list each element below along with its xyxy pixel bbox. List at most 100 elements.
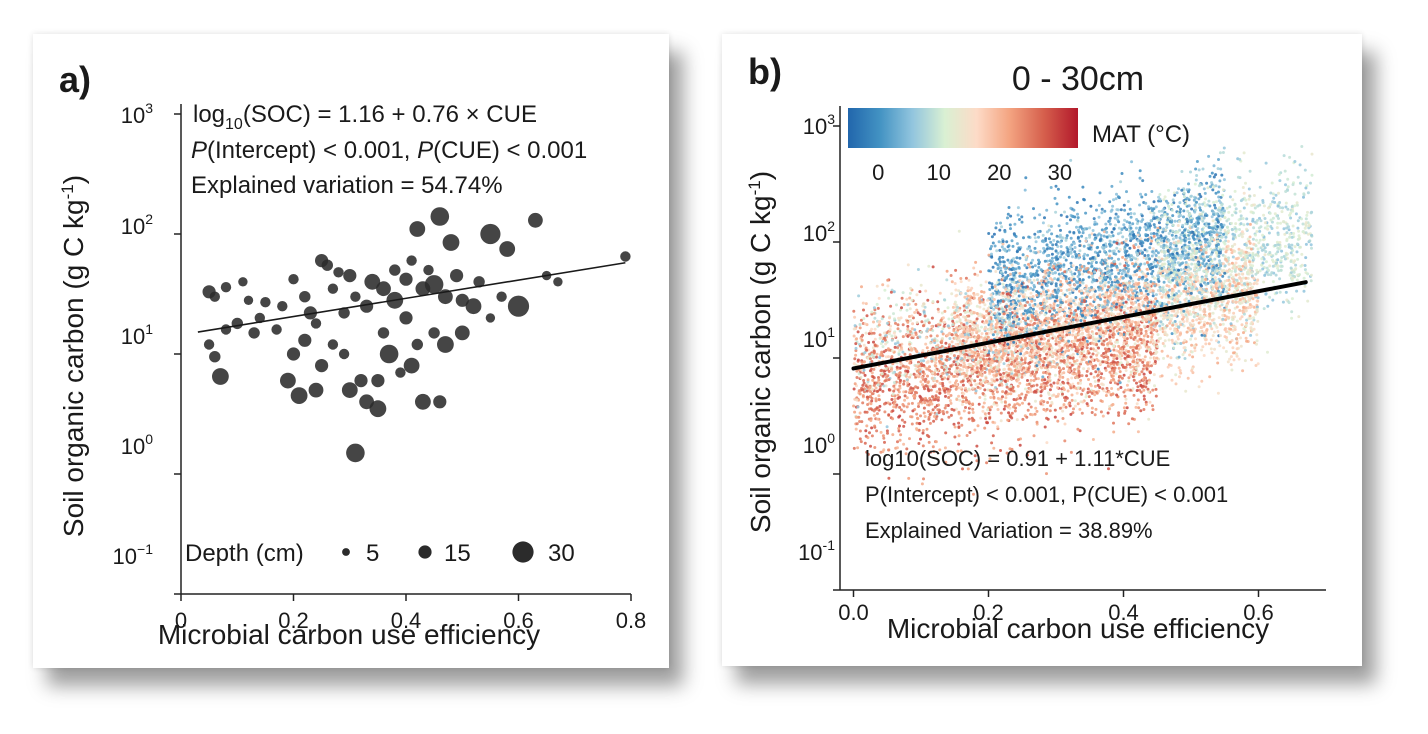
data-point [1114, 212, 1118, 216]
data-point [1276, 221, 1280, 225]
data-point [855, 376, 859, 379]
data-point [1036, 377, 1040, 381]
data-point [1277, 243, 1281, 247]
data-point [1076, 381, 1080, 385]
data-point [1124, 397, 1128, 401]
data-point [968, 431, 972, 434]
data-point [982, 401, 986, 405]
data-point [1200, 279, 1204, 283]
data-point [338, 307, 350, 319]
data-point [953, 425, 957, 429]
data-point [1018, 443, 1022, 447]
data-point [1108, 249, 1112, 253]
data-point [1008, 261, 1012, 265]
data-point [1048, 409, 1052, 413]
data-point [1185, 308, 1189, 312]
data-point [859, 440, 863, 444]
data-point [924, 319, 928, 323]
data-point [1276, 266, 1280, 270]
data-point [1207, 342, 1211, 346]
data-point [915, 308, 919, 312]
data-point [1216, 361, 1220, 365]
data-point [1000, 307, 1004, 311]
data-point [948, 343, 951, 347]
data-point [1166, 365, 1170, 369]
data-point [1031, 304, 1035, 308]
data-point [906, 263, 910, 267]
data-point [1151, 269, 1155, 273]
data-point [1284, 253, 1288, 257]
data-point [1135, 381, 1138, 385]
data-point [430, 207, 450, 226]
data-point [1254, 244, 1258, 248]
data-point [480, 223, 501, 245]
data-point [1047, 237, 1051, 241]
data-point [1293, 245, 1297, 249]
data-point [315, 359, 329, 373]
data-point [1190, 334, 1194, 338]
p-values-a: P(Intercept) < 0.001, P(CUE) < 0.001 [191, 137, 587, 164]
data-point [1059, 279, 1063, 283]
data-point [1262, 307, 1266, 311]
data-point [1201, 210, 1205, 214]
data-point [1189, 194, 1193, 198]
data-point [1108, 200, 1112, 204]
data-point [1056, 304, 1060, 307]
data-point [1177, 187, 1180, 191]
data-point [1100, 211, 1104, 215]
data-point [1117, 325, 1120, 329]
data-point [1118, 289, 1122, 293]
data-point [1180, 250, 1184, 254]
data-point [1043, 425, 1047, 429]
data-point [964, 340, 968, 344]
data-point [1187, 286, 1191, 290]
data-point [371, 374, 385, 388]
data-point [990, 299, 994, 303]
data-point [1140, 244, 1144, 248]
data-point [1086, 305, 1090, 309]
data-point [406, 255, 417, 266]
data-point [1026, 453, 1029, 457]
data-point [1133, 342, 1137, 346]
data-point [1146, 325, 1150, 328]
data-point [1101, 284, 1105, 288]
data-point [936, 398, 940, 402]
data-point [1172, 201, 1176, 205]
x-tick-label: 0.4 [391, 608, 422, 633]
data-point [1016, 213, 1020, 217]
data-point [1218, 304, 1222, 308]
data-point [954, 288, 958, 292]
data-point [1050, 278, 1054, 282]
data-point [1155, 356, 1159, 360]
data-point [949, 274, 953, 277]
data-point [1095, 332, 1098, 336]
data-point [933, 384, 937, 388]
data-point [1208, 315, 1212, 318]
data-point [944, 404, 948, 407]
data-point [881, 283, 885, 287]
data-point [970, 286, 974, 290]
data-point [1290, 243, 1294, 247]
data-point [881, 434, 885, 438]
data-point [866, 378, 870, 382]
data-point [937, 310, 941, 314]
data-point [1189, 253, 1193, 257]
data-point [1210, 181, 1214, 185]
data-point [1158, 324, 1162, 328]
data-point [908, 375, 912, 379]
data-point [917, 402, 921, 406]
data-point [1099, 326, 1103, 330]
data-point [1047, 228, 1051, 232]
data-point [1237, 357, 1241, 361]
data-point [1152, 260, 1156, 264]
data-point [898, 405, 902, 409]
data-point [883, 372, 887, 376]
data-point [1006, 216, 1009, 220]
data-point [892, 389, 896, 393]
data-point [1183, 195, 1186, 199]
data-point [1296, 219, 1300, 223]
data-point [895, 303, 898, 307]
data-point [908, 390, 912, 393]
data-point [1157, 337, 1161, 341]
data-point [906, 324, 910, 328]
